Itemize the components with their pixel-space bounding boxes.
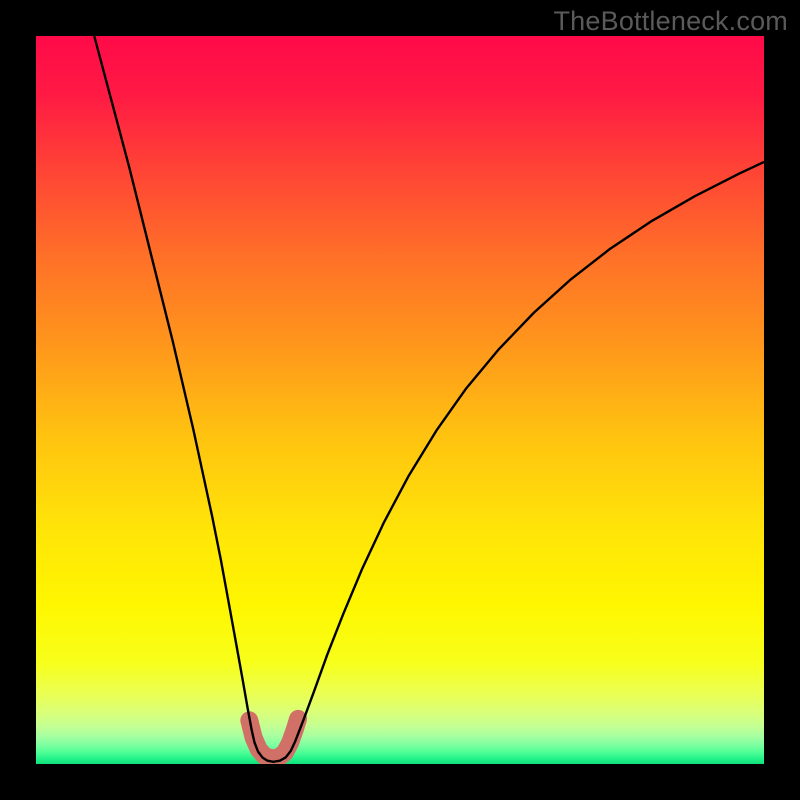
chart-plot-area xyxy=(36,36,764,764)
chart-svg xyxy=(36,36,764,764)
gradient-background xyxy=(36,36,764,764)
watermark-text: TheBottleneck.com xyxy=(553,6,788,37)
